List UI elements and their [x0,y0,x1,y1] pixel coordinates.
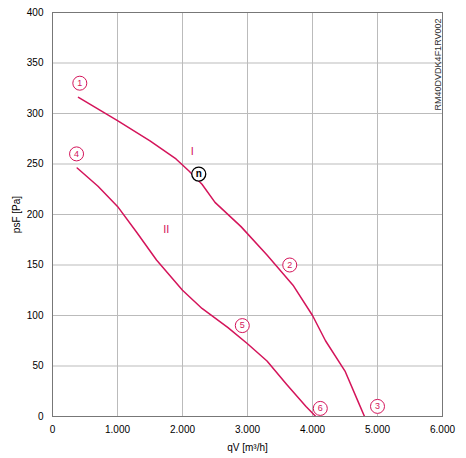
svg-text:5: 5 [240,320,245,330]
svg-text:II: II [163,223,169,235]
svg-text:250: 250 [27,158,44,169]
svg-text:2.000: 2.000 [170,424,195,435]
svg-text:n: n [196,168,202,179]
svg-text:4: 4 [74,149,79,159]
svg-text:RM40DVDK4F1RV002: RM40DVDK4F1RV002 [433,19,443,111]
svg-text:0: 0 [38,411,44,422]
svg-text:300: 300 [27,108,44,119]
svg-text:150: 150 [27,259,44,270]
svg-text:6: 6 [318,403,323,413]
svg-text:400: 400 [27,7,44,18]
svg-text:4.000: 4.000 [300,424,325,435]
svg-text:1.000: 1.000 [105,424,130,435]
svg-text:3.000: 3.000 [235,424,260,435]
svg-text:5.000: 5.000 [365,424,390,435]
svg-text:0: 0 [50,424,56,435]
svg-text:2: 2 [287,260,292,270]
svg-text:350: 350 [27,57,44,68]
svg-text:3: 3 [375,401,380,411]
svg-text:100: 100 [27,310,44,321]
svg-text:200: 200 [27,209,44,220]
svg-text:6.000: 6.000 [430,424,455,435]
svg-text:psF [Pa]: psF [Pa] [11,196,22,233]
svg-text:50: 50 [32,360,44,371]
svg-text:I: I [191,145,194,157]
svg-text:1: 1 [77,78,82,88]
svg-text:qV [m³/h]: qV [m³/h] [227,442,268,453]
